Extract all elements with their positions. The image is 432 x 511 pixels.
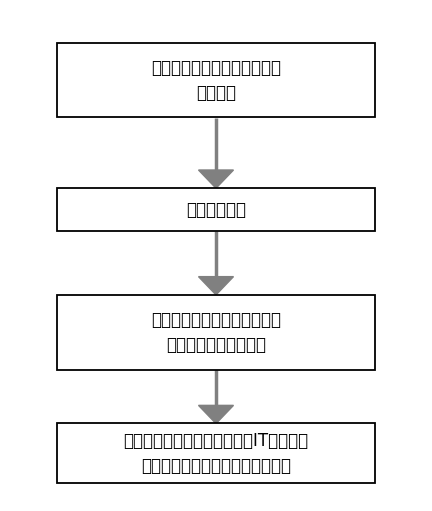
Bar	[57, 424, 375, 483]
Text: 计算网格生成: 计算网格生成	[186, 201, 246, 219]
Text: 功率密度均匀的数据中心机房
气流组织情况仿真分析: 功率密度均匀的数据中心机房 气流组织情况仿真分析	[151, 311, 281, 354]
Text: 功率密度均匀的数据中心机房
参数设置: 功率密度均匀的数据中心机房 参数设置	[151, 59, 281, 102]
Polygon shape	[198, 276, 233, 295]
Text: 对待实施数据中心机房实际的IT设备参数
进行设置和部署，开展仿真分析。: 对待实施数据中心机房实际的IT设备参数 进行设置和部署，开展仿真分析。	[124, 432, 308, 475]
Bar	[57, 188, 375, 231]
Polygon shape	[198, 170, 233, 188]
Bar	[57, 43, 375, 118]
Polygon shape	[198, 405, 233, 424]
Bar	[57, 295, 375, 369]
